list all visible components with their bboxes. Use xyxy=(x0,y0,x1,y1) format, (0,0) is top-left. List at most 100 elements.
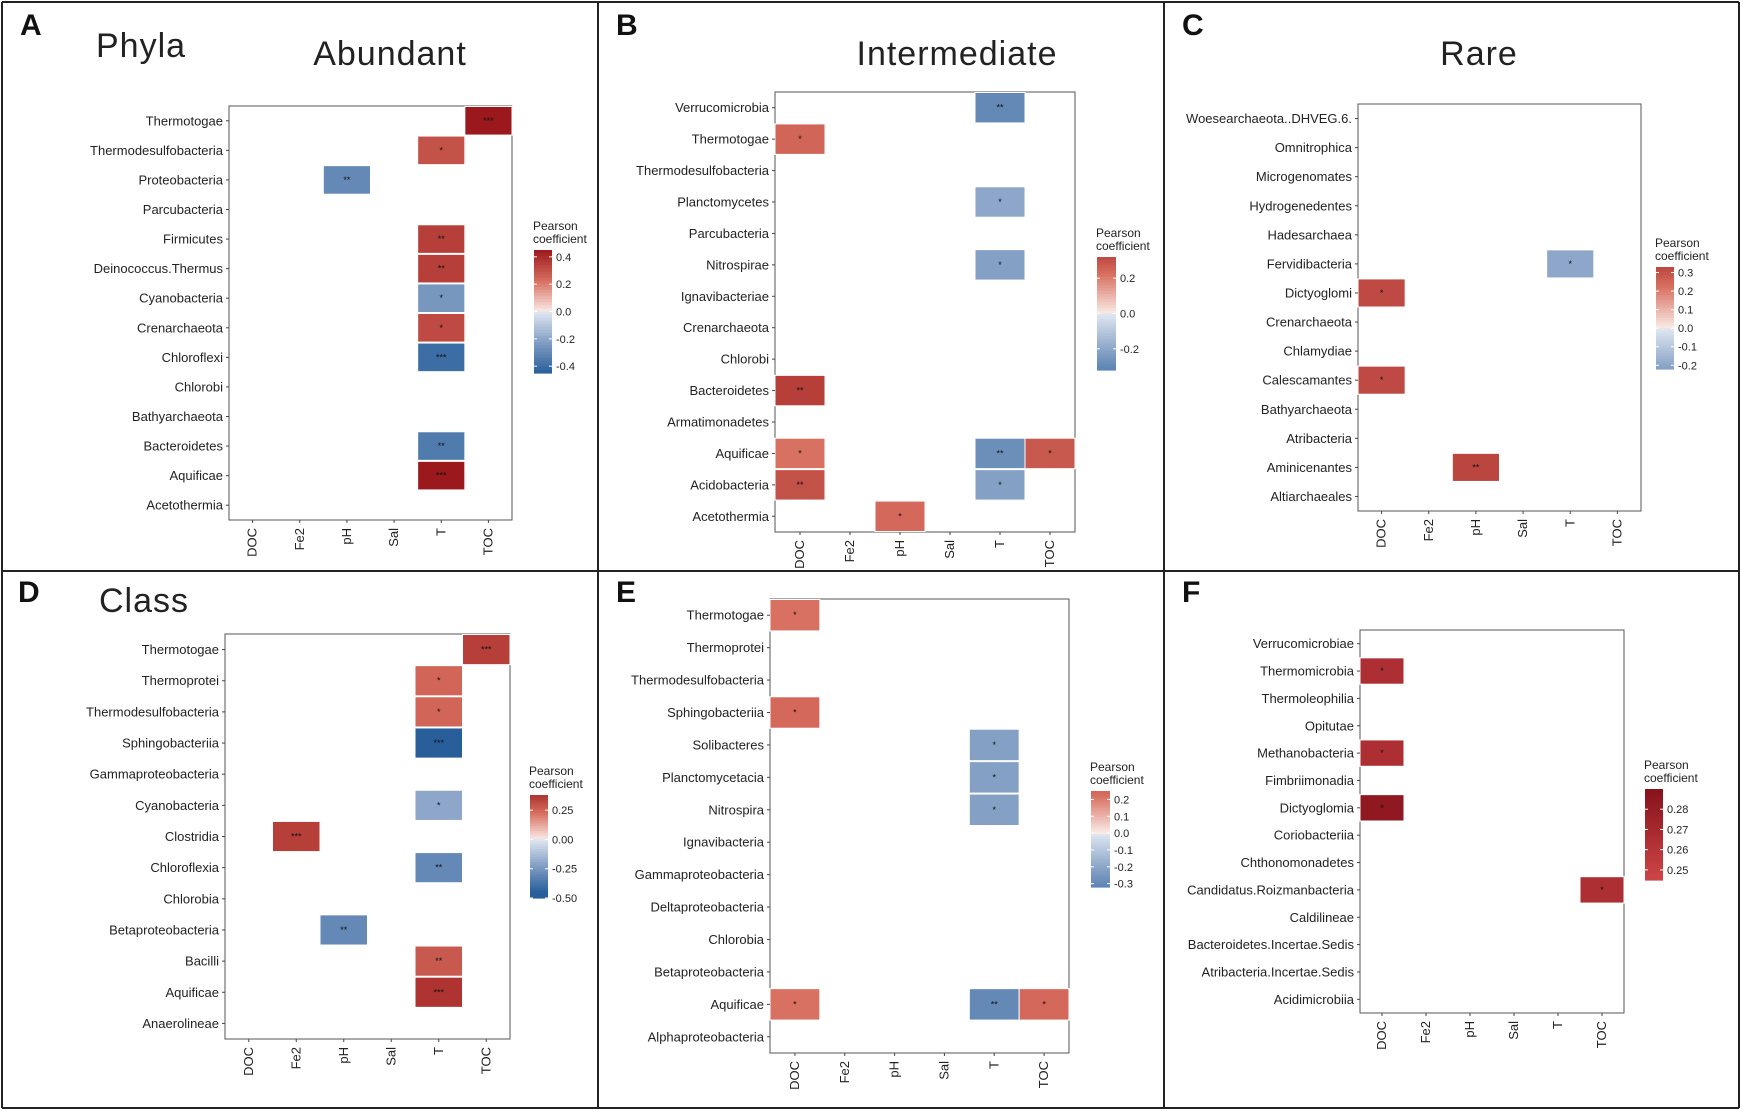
cell-aquificae-toc[interactable] xyxy=(1024,437,1076,470)
cell-nitrospirae-t[interactable] xyxy=(974,249,1026,281)
legend-color-step xyxy=(1097,282,1116,286)
legend-color-step xyxy=(1091,846,1110,850)
cell-aquificae-doc[interactable] xyxy=(769,988,821,1021)
legend-tick-label: 0.27 xyxy=(1667,824,1688,836)
cell-calescamantes-doc[interactable] xyxy=(1357,365,1406,395)
cell-candidatus-roizmanbacteria-toc[interactable] xyxy=(1579,876,1625,904)
cell-bacteroidetes-t[interactable] xyxy=(417,431,466,461)
legend-color-step xyxy=(530,813,548,817)
y-tick-label: Altiarchaeales xyxy=(1270,489,1352,504)
cell-thermotogae-doc[interactable] xyxy=(774,123,826,155)
cell-thermodesulfobacteria-t[interactable] xyxy=(417,135,466,166)
legend-color-step xyxy=(530,887,548,891)
cell-planctomycetes-t[interactable] xyxy=(974,186,1026,218)
legend-color-step xyxy=(1097,338,1116,343)
cell-aminicenantes-ph[interactable] xyxy=(1451,452,1501,482)
legend-color-step xyxy=(1656,318,1674,322)
cell-acidobacteria-t[interactable] xyxy=(974,469,1026,501)
y-tick-label: Anaerolineae xyxy=(142,1016,219,1031)
legend-color-step xyxy=(1656,353,1674,357)
cell-planctomycetacia-t[interactable] xyxy=(968,761,1020,794)
cell-cyanobacteria-t[interactable] xyxy=(414,789,463,821)
legend-color-step xyxy=(1097,321,1116,326)
x-tick-label: DOC xyxy=(245,528,260,557)
x-tick-label: pH xyxy=(1462,1021,1477,1038)
legend-title: coefficient xyxy=(533,232,587,246)
legend-color-step xyxy=(1656,307,1674,311)
legend-color-step xyxy=(1645,839,1663,842)
y-tick-label: Planctomycetacia xyxy=(662,770,765,785)
cell-fervidibacteria-t[interactable] xyxy=(1546,249,1595,279)
legend-tick-label: 0.1 xyxy=(1114,811,1129,823)
cell-solibacteres-t[interactable] xyxy=(968,728,1020,762)
cell-methanobacteria-doc[interactable] xyxy=(1359,739,1405,767)
legend-color-step xyxy=(1091,843,1110,847)
y-tick-label: Aquificae xyxy=(716,446,769,461)
legend-color-step xyxy=(1097,293,1116,298)
cell-firmicutes-t[interactable] xyxy=(417,224,466,254)
legend-color-step xyxy=(534,271,552,276)
y-tick-label: Chthonomonadetes xyxy=(1241,855,1355,870)
x-tick-label: Sal xyxy=(383,1047,398,1066)
legend-color-step xyxy=(534,302,552,306)
cell-crenarchaeota-t[interactable] xyxy=(417,313,466,343)
legend-color-step xyxy=(530,856,548,860)
cell-sphingobacteriia-t[interactable] xyxy=(414,727,463,759)
cell-thermomicrobia-doc[interactable] xyxy=(1359,657,1405,685)
cell-significance: * xyxy=(998,197,1002,207)
legend-color-step xyxy=(530,877,548,881)
cell-aquificae-doc[interactable] xyxy=(774,437,826,470)
cell-nitrospira-t[interactable] xyxy=(968,793,1020,826)
y-tick-label: Crenarchaeota xyxy=(137,320,224,335)
cell-dictyoglomi-doc[interactable] xyxy=(1357,278,1406,308)
legend-color-step xyxy=(1091,879,1110,883)
cell-chloroflexia-t[interactable] xyxy=(414,852,463,884)
legend-color-step xyxy=(1656,277,1674,281)
cell-verrucomicrobia-t[interactable] xyxy=(974,92,1026,124)
legend-color-step xyxy=(534,286,552,291)
cell-thermoprotei-t[interactable] xyxy=(414,665,463,697)
legend-color-step xyxy=(534,317,552,322)
legend-color-step xyxy=(534,259,552,263)
cell-chloroflexi-t[interactable] xyxy=(417,342,466,373)
y-tick-label: Bacteroidetes.Incertae.Sedis xyxy=(1188,937,1355,952)
cell-bacilli-t[interactable] xyxy=(414,945,463,977)
cell-cyanobacteria-t[interactable] xyxy=(417,283,466,313)
legend-color-step xyxy=(1097,324,1116,329)
cell-aquificae-t[interactable] xyxy=(417,460,466,491)
legend-color-step xyxy=(1656,325,1674,329)
legend-color-step xyxy=(1097,367,1116,371)
cell-deinococcus-thermus-t[interactable] xyxy=(417,253,466,284)
cell-clostridia-fe2[interactable] xyxy=(272,820,321,853)
y-tick-label: Thermotogae xyxy=(146,113,223,128)
legend-tick-label: 0.0 xyxy=(1678,323,1693,335)
legend-color-step xyxy=(534,250,552,254)
cell-aquificae-t[interactable] xyxy=(974,437,1026,470)
legend-color-step xyxy=(1645,820,1663,824)
legend-color-step xyxy=(1645,789,1663,792)
legend-color-step xyxy=(534,280,552,285)
y-tick-label: Crenarchaeota xyxy=(683,320,770,335)
y-tick-label: Acidobacteria xyxy=(690,477,770,492)
cell-proteobacteria-ph[interactable] xyxy=(322,165,372,195)
legend-color-step xyxy=(1656,338,1674,342)
cell-thermotogae-toc[interactable] xyxy=(464,106,513,136)
cell-aquificae-toc[interactable] xyxy=(1018,988,1070,1021)
cell-significance: *** xyxy=(436,471,447,481)
legend-color-step xyxy=(1097,290,1116,295)
legend-color-step xyxy=(1091,819,1110,823)
cell-acetothermia-ph[interactable] xyxy=(874,500,926,533)
cell-thermodesulfobacteria-t[interactable] xyxy=(414,696,463,728)
cell-thermotogae-toc[interactable] xyxy=(462,634,511,666)
y-tick-label: Bacilli xyxy=(185,954,219,969)
cell-betaproteobacteria-ph[interactable] xyxy=(319,914,368,946)
cell-thermotogae-doc[interactable] xyxy=(769,599,821,632)
legend-tick-label: -0.2 xyxy=(1114,862,1133,874)
cell-aquificae-t[interactable] xyxy=(414,976,463,1008)
cell-dictyoglomia-doc[interactable] xyxy=(1359,794,1405,822)
cell-sphingobacteriia-doc[interactable] xyxy=(769,696,821,729)
legend-title: Pearson xyxy=(1090,760,1135,774)
y-tick-label: Chloroflexia xyxy=(150,860,219,875)
y-tick-label: Dictyoglomia xyxy=(1280,800,1355,815)
